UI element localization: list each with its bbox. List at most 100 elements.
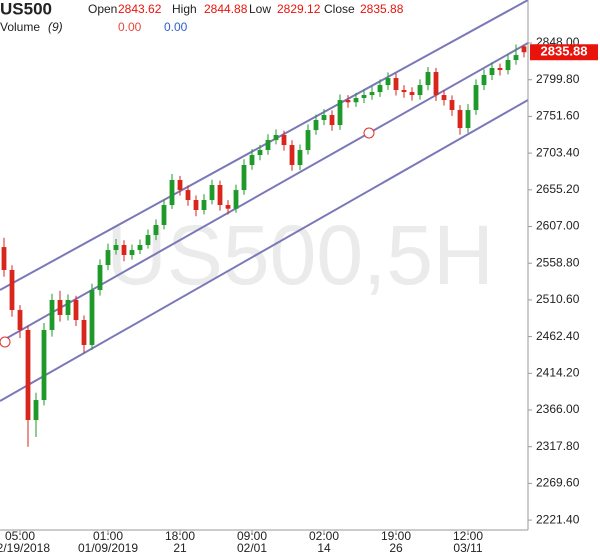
candle-body [361,95,367,98]
symbol: US500 [0,0,52,18]
header: US500 Open 2843.62 High 2844.88 Low 2829… [0,0,430,38]
candle-body [377,85,383,93]
x-tick-label: 09:00 [237,529,267,543]
x-tick-date: 21 [173,541,187,555]
candle-body [153,224,159,236]
candle-body [265,140,271,150]
candle-body [457,110,463,128]
candle-body [169,179,175,206]
anchor-point [0,336,11,348]
trend-channel [0,0,529,402]
candle-body [425,72,431,86]
channel-bottom [0,99,529,402]
y-tick-label: 2558.80 [536,255,580,269]
candle-body [33,400,39,420]
candle-body [1,247,7,270]
candle-body [81,320,87,345]
candle-body [449,100,455,111]
candle-body [369,92,375,96]
candle-body [113,245,119,251]
candle-body [209,185,215,201]
candle-body [249,155,255,165]
channel-top [0,0,529,291]
candle-body [105,250,111,266]
volume-period: (9) [48,20,63,34]
last-price-label: 2835.88 [541,44,588,59]
ohlc-value: 2843.62 [118,2,162,16]
candle-body [41,329,47,401]
x-tick-label: 01:00 [93,529,123,543]
y-tick-label: 2462.40 [536,329,580,343]
candle-body [521,46,527,53]
x-tick-label: 05:00 [5,529,35,543]
candle-body [57,299,63,315]
y-tick-label: 2221.40 [536,512,580,526]
candle-body [313,119,319,131]
volume-value: 0.00 [118,20,142,34]
candle-body [441,95,447,101]
candle-body [353,97,359,103]
anchor-point [363,127,375,139]
candle-body [137,245,143,251]
channel-middle [0,42,529,343]
candle-body [465,110,471,128]
candle-body [161,205,167,225]
candle-body [385,78,391,86]
x-tick-label: 02:00 [309,529,339,543]
x-tick-date: 01/09/2019 [78,541,138,555]
candle-body [305,130,311,150]
ohlc-name: Low [249,2,271,16]
x-tick-date: 02/01 [237,541,267,555]
y-tick-label: 2269.60 [536,476,580,490]
candle-body [273,134,279,141]
x-tick-label: 18:00 [165,529,195,543]
candle-body [473,85,479,111]
candle-body [89,290,95,345]
candle-body [225,205,231,209]
candle-body [73,299,79,321]
candle-body [177,179,183,191]
candle-body [393,78,399,90]
candle-body [289,145,295,165]
ohlc-name: High [172,2,197,16]
candle-body [25,329,31,420]
candle-body [329,115,335,126]
y-tick-label: 2414.20 [536,365,580,379]
candle-body [505,59,511,71]
candle-body [97,265,103,291]
candle-body [201,200,207,210]
y-tick-label: 2655.20 [536,182,580,196]
candle-body [145,235,151,246]
candle-body [417,85,423,96]
candle-body [185,190,191,201]
x-tick-date: 12/19/2018 [0,541,50,555]
x-tick-label: 12:00 [453,529,483,543]
x-tick-date: 03/11 [453,541,482,555]
candle-body [65,299,71,315]
candle-body [17,310,23,330]
ohlc-name: Open [88,2,117,16]
candle-body [217,185,223,206]
candle-body [297,149,303,165]
candle-body [241,164,247,191]
candle-body [497,67,503,71]
candle-body [409,92,415,96]
candle-body [321,115,327,120]
watermark: US500,5H [106,208,494,302]
volume-value: 0.00 [164,20,188,34]
y-tick-label: 2703.40 [536,145,580,159]
ohlc-value: 2835.88 [360,2,404,16]
candle-body [257,149,263,156]
candle-body [433,72,439,96]
ohlc-name: Close [324,2,355,16]
x-tick-label: 19:00 [381,529,411,543]
ohlc-value: 2829.12 [277,2,321,16]
candle-body [233,190,239,209]
candle-body [401,89,407,93]
ohlc-value: 2844.88 [204,2,248,16]
candle-body [481,74,487,86]
candle-body [9,269,15,311]
candle-body [49,299,55,330]
candle-body [121,245,127,255]
